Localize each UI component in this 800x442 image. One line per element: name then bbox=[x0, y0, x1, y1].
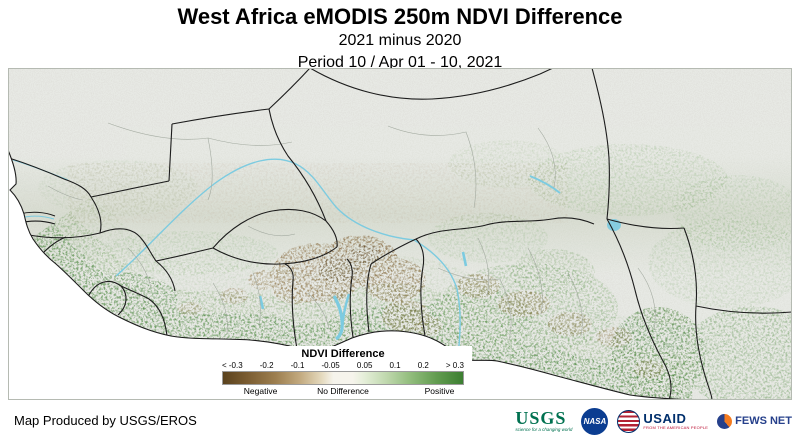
legend-tick: 0.1 bbox=[389, 361, 401, 370]
legend-tick: -0.1 bbox=[290, 361, 305, 370]
legend-negative-label: Negative bbox=[243, 386, 278, 396]
vegetation-negative-layer bbox=[68, 163, 664, 378]
usgs-wordmark: USGS bbox=[515, 408, 567, 429]
legend-tick: 0.05 bbox=[356, 361, 373, 370]
credit-text: Map Produced by USGS/EROS bbox=[14, 413, 197, 428]
map-legend: NDVI Difference < -0.3 -0.2 -0.1 -0.05 0… bbox=[214, 346, 472, 399]
legend-tick: -0.2 bbox=[259, 361, 274, 370]
nasa-logo: NASA bbox=[581, 407, 609, 435]
usaid-wordmark: USAID bbox=[643, 410, 687, 426]
legend-positive-label: Positive bbox=[424, 386, 455, 396]
fews-net-wordmark: FEWS NET bbox=[735, 415, 792, 427]
legend-color-ramp bbox=[222, 371, 464, 385]
nasa-wordmark: NASA bbox=[583, 416, 607, 426]
legend-tick: -0.05 bbox=[321, 361, 340, 370]
map-canvas bbox=[8, 68, 792, 400]
map-border-frame bbox=[8, 68, 792, 400]
legend-tick: > 0.3 bbox=[445, 361, 464, 370]
legend-tick-labels: < -0.3 -0.2 -0.1 -0.05 0.05 0.1 0.2 > 0.… bbox=[222, 361, 464, 370]
legend-tick: < -0.3 bbox=[222, 361, 243, 370]
header: West Africa eMODIS 250m NDVI Difference … bbox=[0, 4, 800, 72]
map-subtitle: 2021 minus 2020 bbox=[338, 32, 462, 50]
usgs-tagline: science for a changing world bbox=[515, 427, 573, 433]
usgs-logo: USGS science for a changing world bbox=[515, 409, 572, 433]
usaid-logo: USAID FROM THE AMERICAN PEOPLE bbox=[617, 409, 709, 433]
fews-net-globe-icon bbox=[717, 413, 733, 429]
country-borders bbox=[8, 68, 792, 400]
logo-row: USGS science for a changing world NASA U… bbox=[515, 404, 792, 438]
map-title: West Africa eMODIS 250m NDVI Difference bbox=[177, 4, 623, 29]
map-period: Period 10 / Apr 01 - 10, 2021 bbox=[297, 53, 503, 71]
usaid-tagline: FROM THE AMERICAN PEOPLE bbox=[643, 424, 709, 430]
legend-tick: 0.2 bbox=[417, 361, 429, 370]
legend-category-labels: Negative No Difference Positive bbox=[222, 386, 464, 399]
west-africa-map-svg bbox=[8, 68, 792, 400]
admin-boundaries bbox=[47, 122, 656, 341]
legend-no-difference-label: No Difference bbox=[317, 386, 369, 396]
usaid-seal-icon bbox=[617, 409, 641, 433]
coastline bbox=[8, 149, 693, 400]
legend-title: NDVI Difference bbox=[301, 348, 385, 360]
fews-net-logo: FEWS NET bbox=[717, 413, 792, 429]
